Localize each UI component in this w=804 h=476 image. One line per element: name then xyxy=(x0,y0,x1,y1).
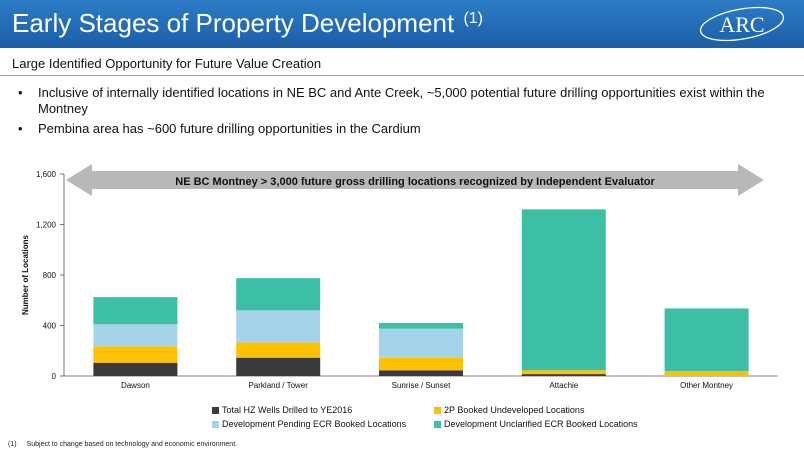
bar-segment xyxy=(236,342,321,358)
bar-segment xyxy=(93,324,178,347)
annotation-arrow: NE BC Montney > 3,000 future gross drill… xyxy=(66,164,764,196)
legend-swatch xyxy=(212,406,219,414)
locations-chart: NE BC Montney > 3,000 future gross drill… xyxy=(21,164,778,390)
bar-segment xyxy=(379,328,463,358)
header-bar: Early Stages of Property Development (1)… xyxy=(0,0,804,48)
legend-swatch xyxy=(434,420,441,428)
y-tick-label: 1,600 xyxy=(36,170,57,179)
bar-segment xyxy=(521,370,606,375)
bar-segment xyxy=(379,357,463,371)
legend-item: 2P Booked Undeveloped Locations xyxy=(434,405,584,415)
bar-segment xyxy=(236,357,321,376)
slide-subtitle: Large Identified Opportunity for Future … xyxy=(12,56,322,71)
bar-segment xyxy=(236,310,321,343)
legend-label: 2P Booked Undeveloped Locations xyxy=(444,405,585,415)
legend-item: Total HZ Wells Drilled to YE2016 xyxy=(212,405,352,415)
x-tick-label: Sunrise / Sunset xyxy=(392,381,451,390)
legend-label: Total HZ Wells Drilled to YE2016 xyxy=(222,405,353,415)
page-title: Early Stages of Property Development (1) xyxy=(12,8,483,39)
footnote-mark: (1) xyxy=(8,441,17,448)
bar-segment xyxy=(664,308,749,371)
y-tick-label: 1,200 xyxy=(36,221,57,230)
bullet-item: Pembina area has ~600 future drilling op… xyxy=(16,121,786,137)
x-tick-label: Attachie xyxy=(549,381,578,390)
page-title-text: Early Stages of Property Development xyxy=(12,8,455,38)
legend-swatch xyxy=(212,420,219,428)
bar-segment xyxy=(93,346,178,363)
legend-label: Development Pending ECR Booked Locations xyxy=(222,419,407,429)
y-axis-title: Number of Locations xyxy=(21,234,30,315)
legend-swatch xyxy=(434,406,441,414)
bar-segment xyxy=(664,370,749,376)
bar-segment xyxy=(379,322,463,329)
annotation-text: NE BC Montney > 3,000 future gross drill… xyxy=(175,176,655,188)
bar-segment xyxy=(521,209,606,371)
bar-segment xyxy=(236,278,321,311)
footnote: (1) Subject to change based on technology… xyxy=(8,441,237,448)
title-footnote-mark: (1) xyxy=(463,10,484,27)
footnote-text: Subject to change based on technology an… xyxy=(26,441,238,448)
y-tick-label: 400 xyxy=(43,322,57,331)
legend-item: Development Unclarified ECR Booked Locat… xyxy=(434,419,638,429)
y-tick-label: 0 xyxy=(52,372,57,381)
bar-segment xyxy=(521,374,606,376)
bar-segment xyxy=(93,297,178,325)
y-tick-label: 800 xyxy=(43,271,57,280)
logo-text: ARC xyxy=(719,12,764,37)
arc-logo: ARC xyxy=(699,6,785,42)
x-tick-label: Other Montney xyxy=(680,381,733,390)
legend-label: Development Unclarified ECR Booked Locat… xyxy=(444,419,638,429)
x-tick-label: Dawson xyxy=(121,381,150,390)
bullet-item: Inclusive of internally identified locat… xyxy=(16,85,786,117)
bar-segment xyxy=(93,362,178,376)
legend-item: Development Pending ECR Booked Locations xyxy=(212,419,406,429)
bar-segment xyxy=(379,370,463,376)
x-tick-label: Parkland / Tower xyxy=(248,381,308,390)
bullet-list: Inclusive of internally identified locat… xyxy=(16,85,786,141)
subtitle-divider xyxy=(0,75,804,76)
